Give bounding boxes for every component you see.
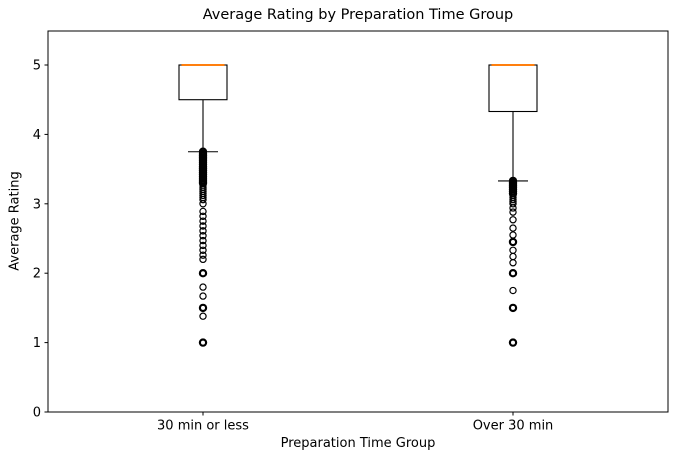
- outlier-point: [199, 312, 207, 320]
- outlier-point: [199, 227, 207, 235]
- x-axis-label: Preparation Time Group: [280, 436, 436, 451]
- outlier-point: [199, 232, 207, 240]
- y-tick-label: 5: [33, 59, 41, 74]
- chart-title: Average Rating by Preparation Time Group: [202, 7, 514, 23]
- axes-frame: [47, 30, 669, 413]
- outlier-point: [199, 246, 207, 255]
- y-tick-label: 2: [33, 267, 41, 282]
- outlier-point: [199, 236, 207, 245]
- outlier-point: [199, 255, 207, 264]
- outlier-point: [508, 269, 518, 278]
- outlier-point: [509, 204, 517, 212]
- outlier-point: [509, 208, 517, 216]
- outlier-point: [198, 338, 208, 347]
- y-tick-label: 0: [33, 406, 41, 421]
- outlier-point: [509, 259, 517, 267]
- outlier-point: [199, 195, 207, 204]
- outlier-point: [199, 283, 207, 291]
- outlier-point: [509, 216, 517, 224]
- outlier-point: [509, 195, 517, 204]
- x-tick-label: Over 30 min: [473, 419, 554, 434]
- outlier-point: [509, 286, 517, 295]
- outlier-point: [199, 241, 207, 250]
- outlier-point: [199, 200, 207, 208]
- y-tick-label: 1: [33, 336, 41, 351]
- outlier-point: [199, 212, 207, 220]
- outlier-point: [199, 222, 207, 230]
- outlier-point: [509, 224, 517, 232]
- outlier-point: [508, 338, 518, 347]
- outlier-point: [199, 207, 207, 216]
- outlier-point: [199, 292, 207, 300]
- x-tick-label: 30 min or less: [157, 419, 249, 434]
- y-tick-label: 3: [33, 197, 41, 212]
- outlier-point: [198, 303, 208, 313]
- outlier-point: [199, 217, 207, 225]
- outlier-point: [508, 303, 518, 313]
- outlier-point: [199, 251, 207, 259]
- outlier-point: [198, 269, 208, 278]
- outlier-point: [199, 191, 207, 200]
- outlier-point: [509, 200, 517, 208]
- outlier-point: [508, 237, 518, 247]
- y-tick-label: 4: [33, 128, 41, 143]
